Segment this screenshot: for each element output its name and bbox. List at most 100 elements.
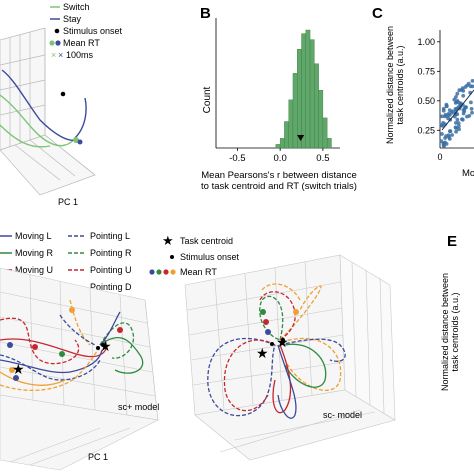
mean-rt-dot-green (156, 269, 162, 275)
scatter-point (461, 93, 466, 98)
legend-pointing-label: Pointing L (90, 231, 130, 241)
histogram-bar (318, 90, 324, 149)
task-centroid-star: ★ (256, 345, 269, 361)
scatter-point (454, 100, 459, 104)
cube-d-right (184, 254, 396, 461)
legend-pointing-label: Pointing U (90, 265, 132, 275)
scatter-point (459, 88, 464, 92)
panel-e: E Normalized distance between task centr… (440, 233, 460, 391)
cube-top-left (0, 27, 96, 196)
scatter-point (460, 117, 464, 122)
histogram-bar (322, 117, 328, 149)
histogram-bar (297, 49, 302, 149)
pc1-axis-label-bottom: PC 1 (88, 452, 108, 462)
legend-pointing-label: Pointing R (90, 248, 132, 258)
legend-stay: Stay (63, 14, 82, 24)
legend-100ms: 100ms (66, 50, 94, 60)
panel-d-left: ★ ★ sc+ model PC 1 (0, 267, 159, 471)
x-tick-label: 0.5 (316, 153, 329, 164)
histogram-bar (309, 39, 315, 149)
panel-c: C Normalized distance between task centr… (372, 5, 474, 179)
mean-rt-marker (13, 375, 19, 381)
y-tick-label: 0.50 (417, 96, 435, 106)
switch-trajectory (0, 94, 76, 147)
mean-rt-legend-dot (55, 40, 61, 46)
sc-plus-model-label: sc+ model (118, 402, 159, 412)
scatter-point (462, 106, 467, 111)
legend-pointing-column: Pointing L Pointing R Pointing U Pointing D (68, 231, 132, 292)
panel-label-e: E (447, 233, 457, 250)
y-tick-label: 0.25 (417, 125, 435, 135)
y-tick-label: 1.00 (417, 37, 435, 47)
legend-mean-rt: Mean RT (63, 38, 100, 48)
histogram-bar (301, 33, 306, 149)
stimulus-onset-marker (96, 346, 100, 350)
scatter-point (441, 108, 446, 113)
scatter-point (465, 83, 469, 88)
legend-stimulus-onset-bottom: Stimulus onset (180, 252, 240, 262)
histogram-bar (288, 99, 294, 149)
b-ylabel: Count (202, 86, 213, 113)
scatter-point (457, 127, 461, 132)
trajectories-top-left (0, 69, 87, 148)
scatter-point (448, 129, 452, 134)
scatter-point (443, 140, 447, 145)
mean-rt-marker (293, 309, 299, 315)
stimulus-onset-legend-dot (54, 28, 60, 34)
panel-d-right: ★ ★ sc- model (184, 254, 396, 461)
panel-a-top: PC 1 (0, 27, 96, 207)
stimulus-onset-marker (101, 343, 105, 347)
scatter-point (444, 102, 449, 107)
panel-label-b: B (200, 5, 211, 22)
legend-moving-label: Moving R (15, 248, 54, 258)
histogram-bar (305, 29, 311, 149)
c-xtick-0: 0 (437, 152, 442, 162)
y-tick-label: 0.75 (417, 66, 435, 76)
b-xlabel-line1: Mean Pearsons's r between distance (201, 170, 356, 181)
mean-rt-marker (32, 344, 38, 350)
stimulus-onset-marker (281, 338, 285, 342)
legend-moving-label: Moving U (15, 265, 53, 275)
panel-label-c: C (372, 5, 383, 22)
scatter-point (454, 126, 458, 130)
legend-pointing-label: Pointing D (90, 282, 132, 292)
scatter-point (470, 110, 474, 115)
c-regression-line (441, 89, 474, 131)
c-ylabel-line2: task centroids (a.u.) (395, 45, 405, 124)
scatter-point (452, 97, 457, 102)
c-scatter-points (439, 79, 474, 148)
stimulus-onset-marker (270, 342, 274, 346)
mean-rt-marker (265, 329, 271, 335)
b-xlabel-line2: to task centroid and RT (switch trials) (201, 181, 357, 192)
legend-moving-label: Moving L (15, 231, 52, 241)
scatter-point (465, 114, 469, 119)
stimulus-onset-marker (60, 91, 66, 97)
histogram-bar (314, 63, 319, 149)
x-tick-label: 0.0 (274, 153, 287, 164)
c-ylabel-line1: Normalized distance between (385, 26, 395, 144)
scatter-point (454, 129, 458, 134)
pc1-axis-label: PC 1 (58, 197, 78, 207)
histogram-bar (284, 121, 289, 149)
stimulus-onset-legend-dot (170, 255, 174, 259)
mean-rt-marker (69, 307, 75, 313)
legend-switch: Switch (63, 2, 90, 12)
mean-rt-marker (77, 139, 83, 145)
mean-rt-marker (73, 137, 79, 143)
scatter-point (440, 132, 444, 136)
histogram-bars (275, 29, 332, 149)
mean-rt-marker (263, 319, 269, 325)
sc-minus-model-label: sc- model (323, 410, 362, 420)
legend-task-centroid: Task centroid (180, 236, 233, 246)
e-ylabel-line1: Normalized distance between (440, 273, 450, 391)
mean-rt-dot-blue (149, 269, 155, 275)
scatter-point (470, 79, 474, 83)
mean-rt-marker (59, 351, 65, 357)
stay-trajectory (1, 69, 77, 142)
scatter-point (454, 121, 458, 125)
c-yticks: 0.25 0.50 0.75 1.00 (417, 37, 440, 135)
scatter-point (456, 121, 461, 126)
mean-rt-marker (7, 342, 13, 348)
histogram-bar (326, 138, 332, 149)
